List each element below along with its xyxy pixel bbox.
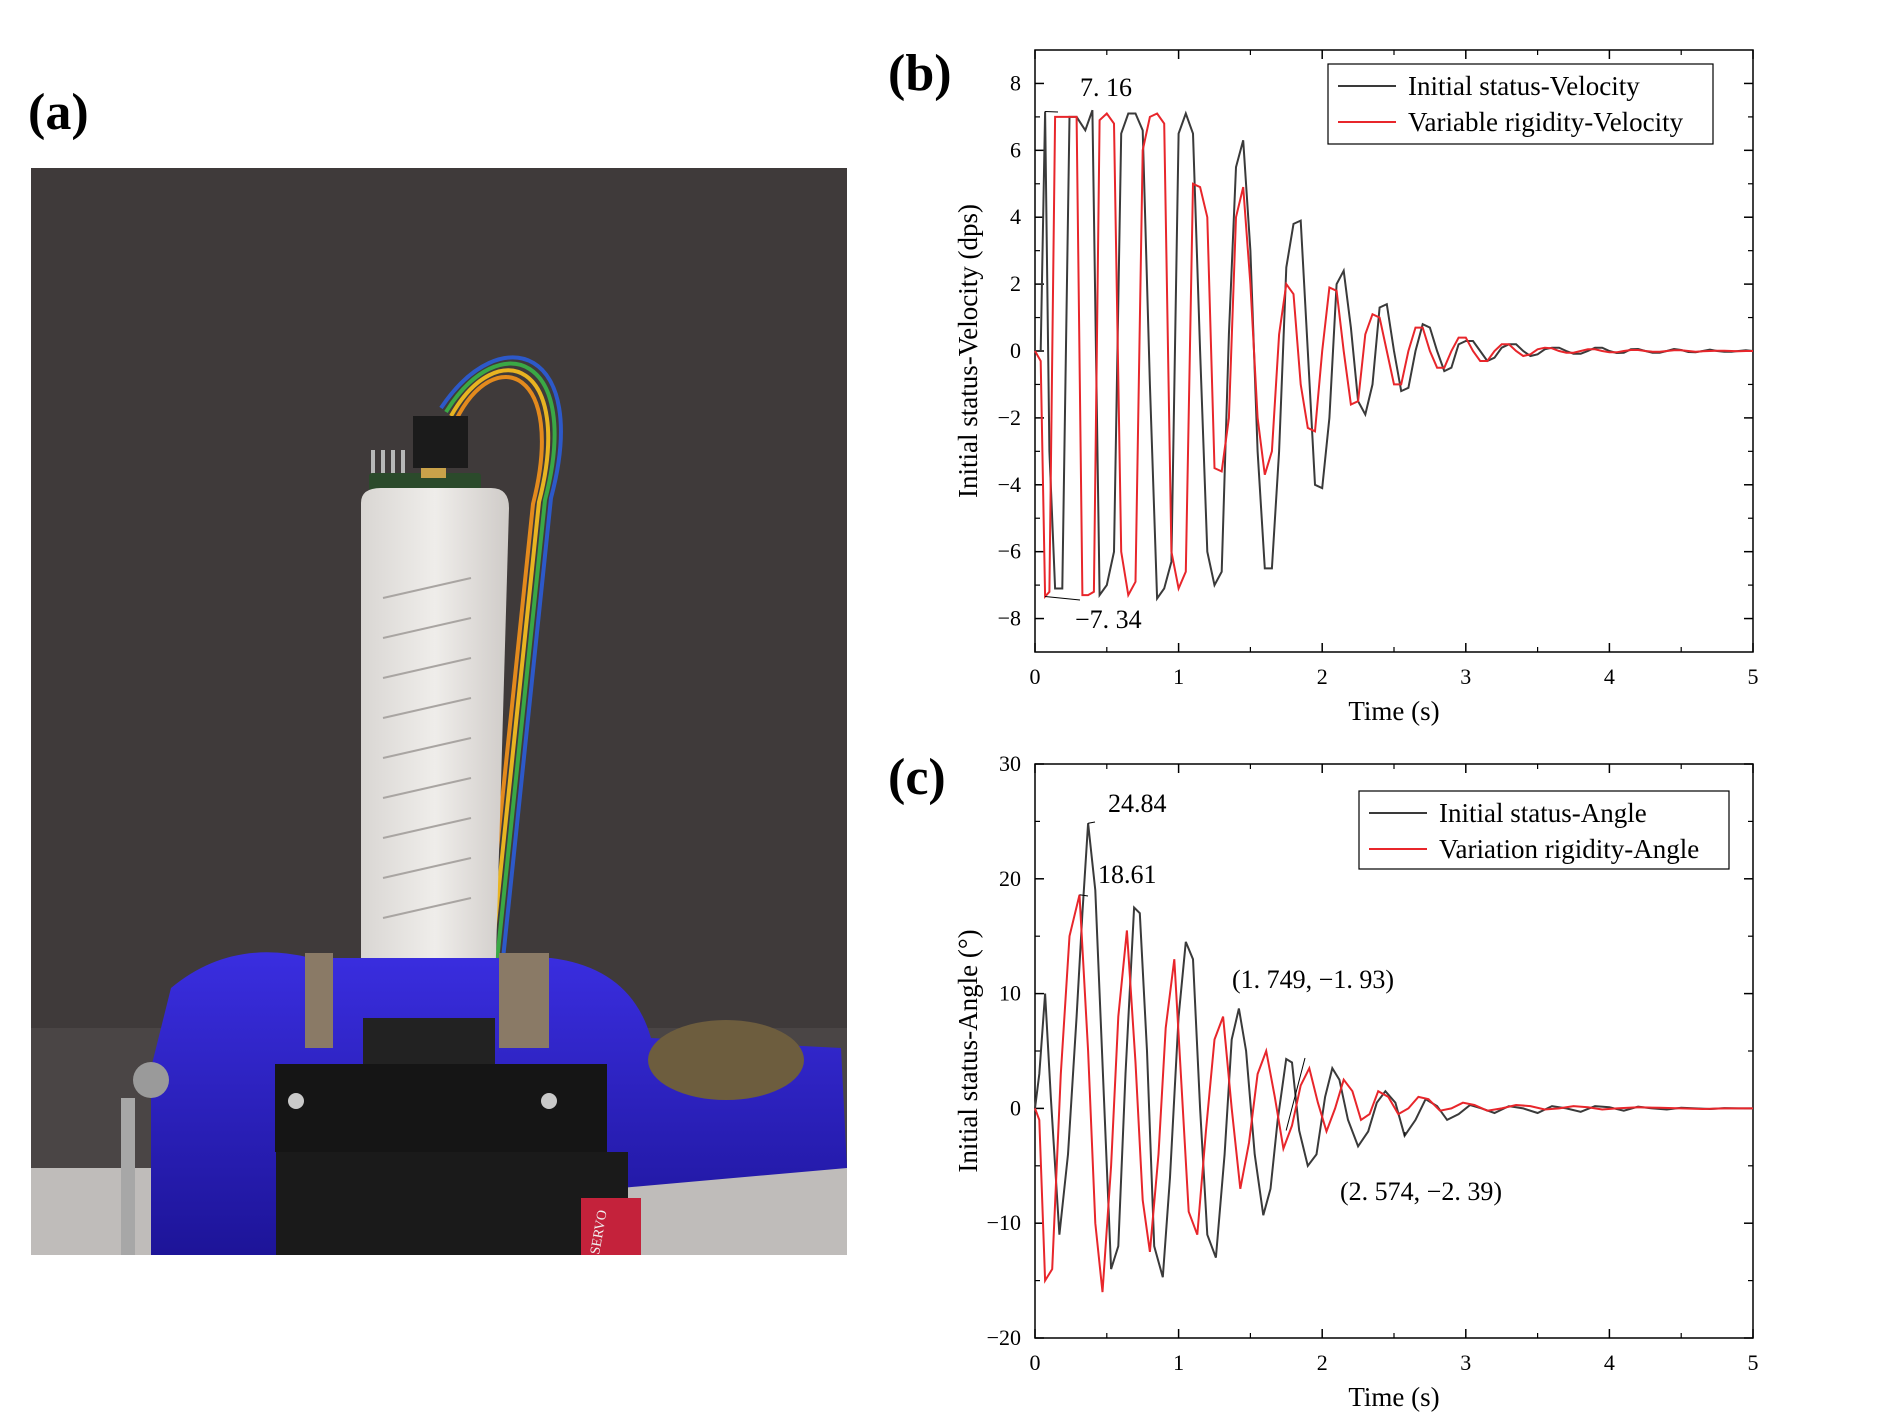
- x-tick-label: 3: [1460, 1350, 1471, 1375]
- vise-jaw-right: [499, 953, 549, 1048]
- servo-board-label: SERVO: [588, 1209, 611, 1255]
- annotation-leader: [1079, 894, 1089, 897]
- panel-label-b: (b): [888, 45, 952, 102]
- x-axis-label: Time (s): [1348, 1382, 1439, 1412]
- y-tick-label: −4: [998, 472, 1021, 497]
- annotation-label: 24.84: [1108, 789, 1167, 818]
- annotation-leader: [1045, 595, 1081, 601]
- mount-screw-left: [288, 1093, 304, 1109]
- y-tick-label: 10: [999, 981, 1021, 1006]
- panel-label-a: (a): [28, 84, 89, 141]
- ribbon-cable: [439, 355, 563, 985]
- legend-entry: Variable rigidity-Velocity: [1408, 107, 1684, 137]
- annotation-label: −7. 34: [1075, 605, 1142, 634]
- y-tick-label: 0: [1010, 338, 1021, 363]
- series-line-variable: [1034, 111, 1753, 600]
- x-tick-label: 1: [1173, 1350, 1184, 1375]
- legend-entry: Initial status-Angle: [1439, 798, 1647, 828]
- x-tick-label: 4: [1604, 1350, 1615, 1375]
- body-ribs: [382, 577, 472, 919]
- y-axis-label: Initial status-Angle (°): [953, 929, 983, 1172]
- y-tick-label: 2: [1010, 271, 1021, 296]
- angle-chart: 0 1 2 3 4 5 −20 −10 0 10 20 30 Time (s) Initial statu…: [953, 751, 1759, 1412]
- mount-block: [363, 1018, 495, 1068]
- vise-handle-cap: [648, 1020, 804, 1100]
- series-line-initial: [1034, 823, 1753, 1278]
- y-axis-label: Initial status-Velocity (dps): [953, 204, 983, 498]
- connector-header: [413, 416, 468, 468]
- annotation-label: (2. 574, −2. 39): [1340, 1177, 1502, 1206]
- y-tick-label: 0: [1010, 1095, 1021, 1120]
- annotation-label: 18.61: [1098, 860, 1157, 889]
- vise-jaw-left: [305, 953, 333, 1048]
- y-tick-label: 20: [999, 866, 1021, 891]
- velocity-chart: 0 1 2 3 4 5 −8 −6 −4 −2 0 2 4 6 8 Time (s) Initial statu…: [953, 49, 1759, 726]
- series-line-variable: [1034, 894, 1753, 1293]
- y-tick-label: −2: [998, 405, 1021, 430]
- x-tick-label: 4: [1604, 664, 1615, 689]
- annotation-leader: [1088, 821, 1096, 824]
- actuator-photo: SERVO: [31, 168, 847, 1255]
- x-tick-label: 2: [1317, 1350, 1328, 1375]
- x-tick-label: 2: [1317, 664, 1328, 689]
- servo-board: [581, 1198, 641, 1255]
- y-tick-label: 4: [1010, 204, 1021, 229]
- x-tick-label: 5: [1748, 664, 1759, 689]
- vise-post: [121, 1098, 135, 1255]
- x-axis-label: Time (s): [1348, 696, 1439, 726]
- legend-box: [1327, 63, 1714, 145]
- x-tick-label: 0: [1030, 1350, 1041, 1375]
- annotation-label: (1. 749, −1. 93): [1232, 965, 1394, 994]
- x-tick-label: 1: [1173, 664, 1184, 689]
- y-tick-label: 30: [999, 751, 1021, 776]
- x-tick-label: 5: [1748, 1350, 1759, 1375]
- mount-screw-right: [541, 1093, 557, 1109]
- panel-label-c: (c): [888, 749, 946, 806]
- y-tick-label: 6: [1010, 137, 1021, 162]
- annotation-leader: [1285, 1057, 1306, 1131]
- y-tick-label: −10: [987, 1210, 1021, 1235]
- annotation-label: 7. 16: [1080, 73, 1132, 102]
- y-tick-label: −8: [998, 606, 1021, 631]
- y-tick-label: 8: [1010, 70, 1021, 95]
- legend-entry: Initial status-Velocity: [1408, 71, 1640, 101]
- y-tick-label: −6: [998, 539, 1021, 564]
- x-tick-label: 3: [1460, 664, 1471, 689]
- x-tick-label: 0: [1030, 664, 1041, 689]
- sensor-pcb: [369, 473, 481, 491]
- legend-entry: Variation rigidity-Angle: [1439, 834, 1699, 864]
- legend-box: [1358, 790, 1730, 870]
- y-tick-label: −20: [987, 1325, 1021, 1350]
